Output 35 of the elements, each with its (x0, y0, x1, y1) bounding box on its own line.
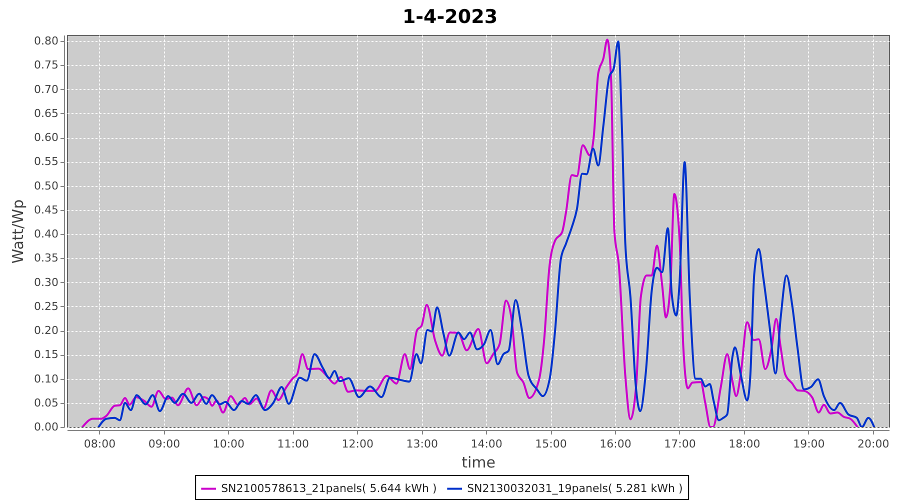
x-tick-label: 20:00 (858, 438, 890, 450)
x-tick-label: 08:00 (84, 438, 116, 450)
x-tick-label: 15:00 (535, 438, 567, 450)
y-tick-label: 0.05 (34, 396, 58, 410)
y-axis-title: Watt/Wp (9, 199, 28, 264)
y-tick-label: 0.40 (34, 228, 58, 241)
x-tick-label: 19:00 (793, 438, 825, 450)
y-tick-label: 0.80 (34, 34, 58, 48)
chart-title: 1-4-2023 (402, 6, 498, 28)
y-tick-label: 0.30 (34, 276, 58, 289)
x-tick-label: 16:00 (600, 438, 632, 450)
x-tick-label: 09:00 (148, 438, 180, 450)
y-tick-label: 0.75 (34, 58, 58, 72)
y-tick-label: 0.50 (34, 179, 58, 192)
x-tick-label: 10:00 (212, 438, 245, 450)
y-tick-label: 0.20 (34, 324, 58, 338)
legend-label: SN2100578613_21panels( 5.644 kWh ) (221, 482, 437, 495)
y-tick-label: 0.60 (34, 131, 58, 144)
y-tick-label: 0.35 (34, 252, 58, 265)
x-tick-label: 14:00 (470, 438, 502, 450)
y-tick-label: 0.15 (34, 348, 58, 362)
legend-label: SN2130032031_19panels( 5.281 kWh ) (467, 482, 683, 495)
y-tick-label: 0.00 (34, 420, 58, 434)
x-tick-label: 17:00 (664, 438, 696, 450)
x-axis-title: time (462, 454, 496, 472)
y-tick-label: 0.70 (34, 82, 58, 96)
x-tick-label: 12:00 (342, 438, 374, 450)
x-tick-label: 13:00 (406, 438, 438, 450)
y-tick-label: 0.55 (34, 155, 58, 168)
y-tick-label: 0.45 (34, 203, 58, 216)
y-tick-label: 0.65 (34, 106, 58, 120)
y-tick-label: 0.10 (34, 372, 58, 386)
x-tick-label: 11:00 (277, 438, 309, 450)
x-tick-label: 18:00 (728, 438, 760, 450)
y-tick-label: 0.25 (34, 300, 58, 313)
